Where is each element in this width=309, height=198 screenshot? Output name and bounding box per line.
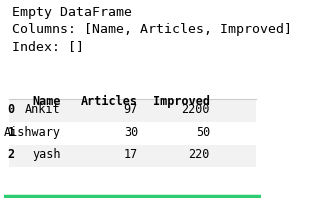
Text: 17: 17 [124,148,138,161]
Text: Articles: Articles [81,95,138,108]
Text: 97: 97 [124,103,138,116]
Text: 30: 30 [124,126,138,139]
Text: 50: 50 [196,126,210,139]
Text: 2: 2 [7,148,15,161]
Text: 1: 1 [7,126,15,139]
Text: yash: yash [32,148,61,161]
FancyBboxPatch shape [10,122,256,145]
Text: 220: 220 [188,148,210,161]
Text: Empty DataFrame
Columns: [Name, Articles, Improved]
Index: []: Empty DataFrame Columns: [Name, Articles… [12,6,292,53]
Text: Improved: Improved [153,95,210,108]
Text: Aishwary: Aishwary [4,126,61,139]
FancyBboxPatch shape [10,145,256,167]
Text: Name: Name [32,95,61,108]
Text: 0: 0 [7,103,15,116]
Text: Ankit: Ankit [25,103,61,116]
FancyBboxPatch shape [10,99,256,122]
Text: 2200: 2200 [181,103,210,116]
